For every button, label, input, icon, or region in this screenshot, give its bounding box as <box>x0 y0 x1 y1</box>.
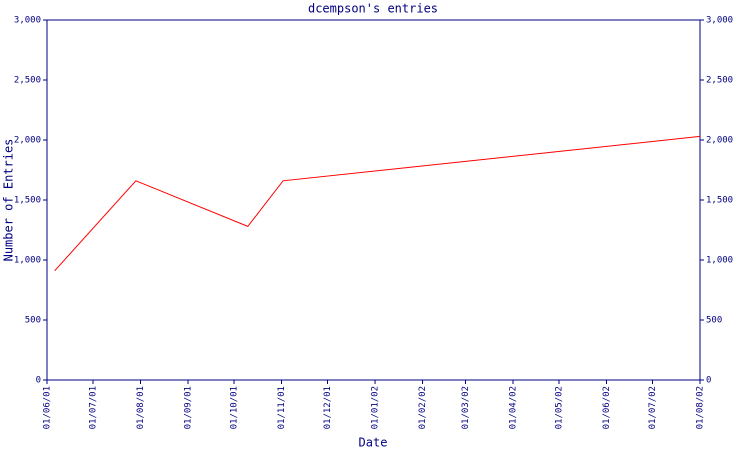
y-tick-label: 500 <box>25 316 41 326</box>
data-line <box>54 135 701 272</box>
x-tick-label: 01/07/02 <box>648 386 658 429</box>
x-tick-label: 01/08/01 <box>136 386 146 429</box>
y2-tick-label: 500 <box>706 316 722 326</box>
x-tick-label: 01/01/02 <box>371 386 381 429</box>
y2-tick-label: 0 <box>706 376 711 386</box>
y-axis-label: Number of Entries <box>2 139 16 262</box>
y-tick-label: 2,000 <box>14 136 41 146</box>
chart-title: dcempson's entries <box>308 2 438 16</box>
x-tick-label: 01/03/02 <box>461 386 471 429</box>
y-tick-label: 0 <box>36 376 41 386</box>
y2-tick-label: 1,500 <box>706 196 733 206</box>
y2-tick-label: 2,000 <box>706 136 733 146</box>
plot-frame <box>46 19 701 381</box>
x-axis-label: Date <box>359 436 388 450</box>
x-tick-label: 01/10/01 <box>230 386 240 429</box>
x-tick-label: 01/11/01 <box>277 386 287 429</box>
y2-tick-label: 3,000 <box>706 16 733 26</box>
y-tick-label: 1,500 <box>14 196 41 206</box>
y2-tick-label: 2,500 <box>706 76 733 86</box>
x-tick-label: 01/06/02 <box>602 386 612 429</box>
x-tick-label: 01/06/01 <box>43 386 53 429</box>
y-tick-label: 3,000 <box>14 16 41 26</box>
x-tick-label: 01/09/01 <box>184 386 194 429</box>
x-tick-label: 01/12/01 <box>323 386 333 429</box>
y-tick-label: 2,500 <box>14 76 41 86</box>
x-tick-label: 01/04/02 <box>508 386 518 429</box>
y2-tick-label: 1,000 <box>706 256 733 266</box>
x-tick-label: 01/02/02 <box>418 386 428 429</box>
x-tick-label: 01/08/02 <box>696 386 706 429</box>
x-tick-label: 01/07/01 <box>88 386 98 429</box>
x-tick-label: 01/05/02 <box>554 386 564 429</box>
y-tick-label: 1,000 <box>14 256 41 266</box>
